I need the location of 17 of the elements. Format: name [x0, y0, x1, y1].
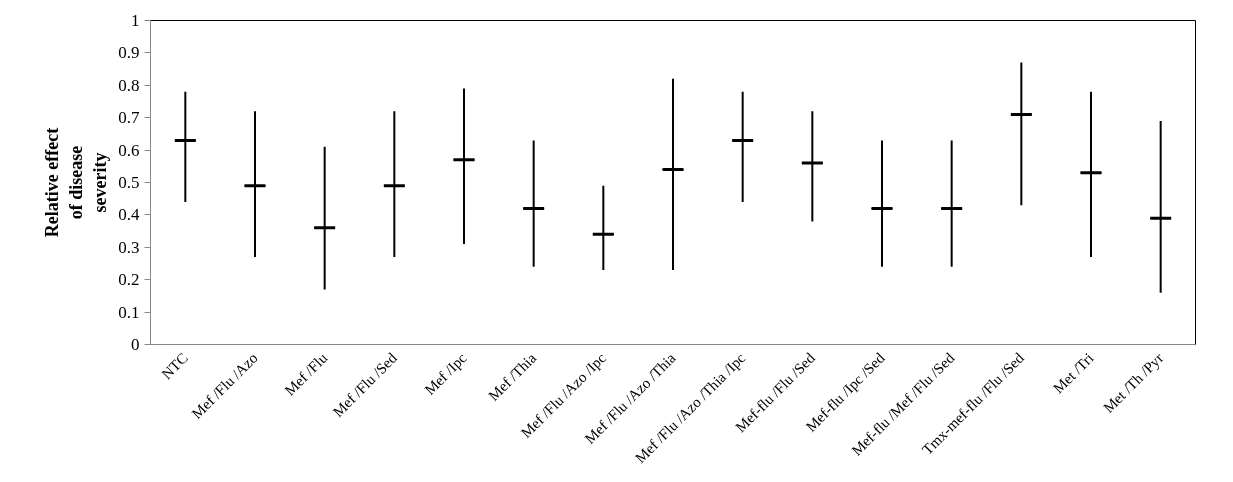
y-tick-label: 0.3: [118, 237, 140, 257]
y-tick-label: 0: [131, 335, 140, 354]
x-tick-label: Met /Tri: [1050, 349, 1097, 397]
x-tick-label: Mef /Flu: [281, 349, 331, 399]
x-tick-label: Mef /Flu /Azo: [188, 349, 261, 422]
y-tick-label: 0.9: [118, 43, 140, 63]
y-tick-label: 0.7: [118, 108, 140, 128]
x-tick-label: Met /Th /Pyr: [1100, 349, 1167, 416]
y-tick-label: 0.5: [118, 173, 140, 192]
y-tick-label: 0.4: [118, 205, 140, 225]
y-tick-label: 0.8: [118, 75, 140, 95]
y-tick-label: 0.6: [118, 140, 140, 160]
y-tick-label: 0.1: [118, 302, 140, 322]
y-axis-title: Relative effect of disease severity: [42, 127, 111, 238]
x-tick-label: Mef /Ipc: [421, 349, 470, 398]
y-tick-label: 0.2: [118, 270, 140, 290]
y-tick-label: 1: [131, 11, 140, 30]
